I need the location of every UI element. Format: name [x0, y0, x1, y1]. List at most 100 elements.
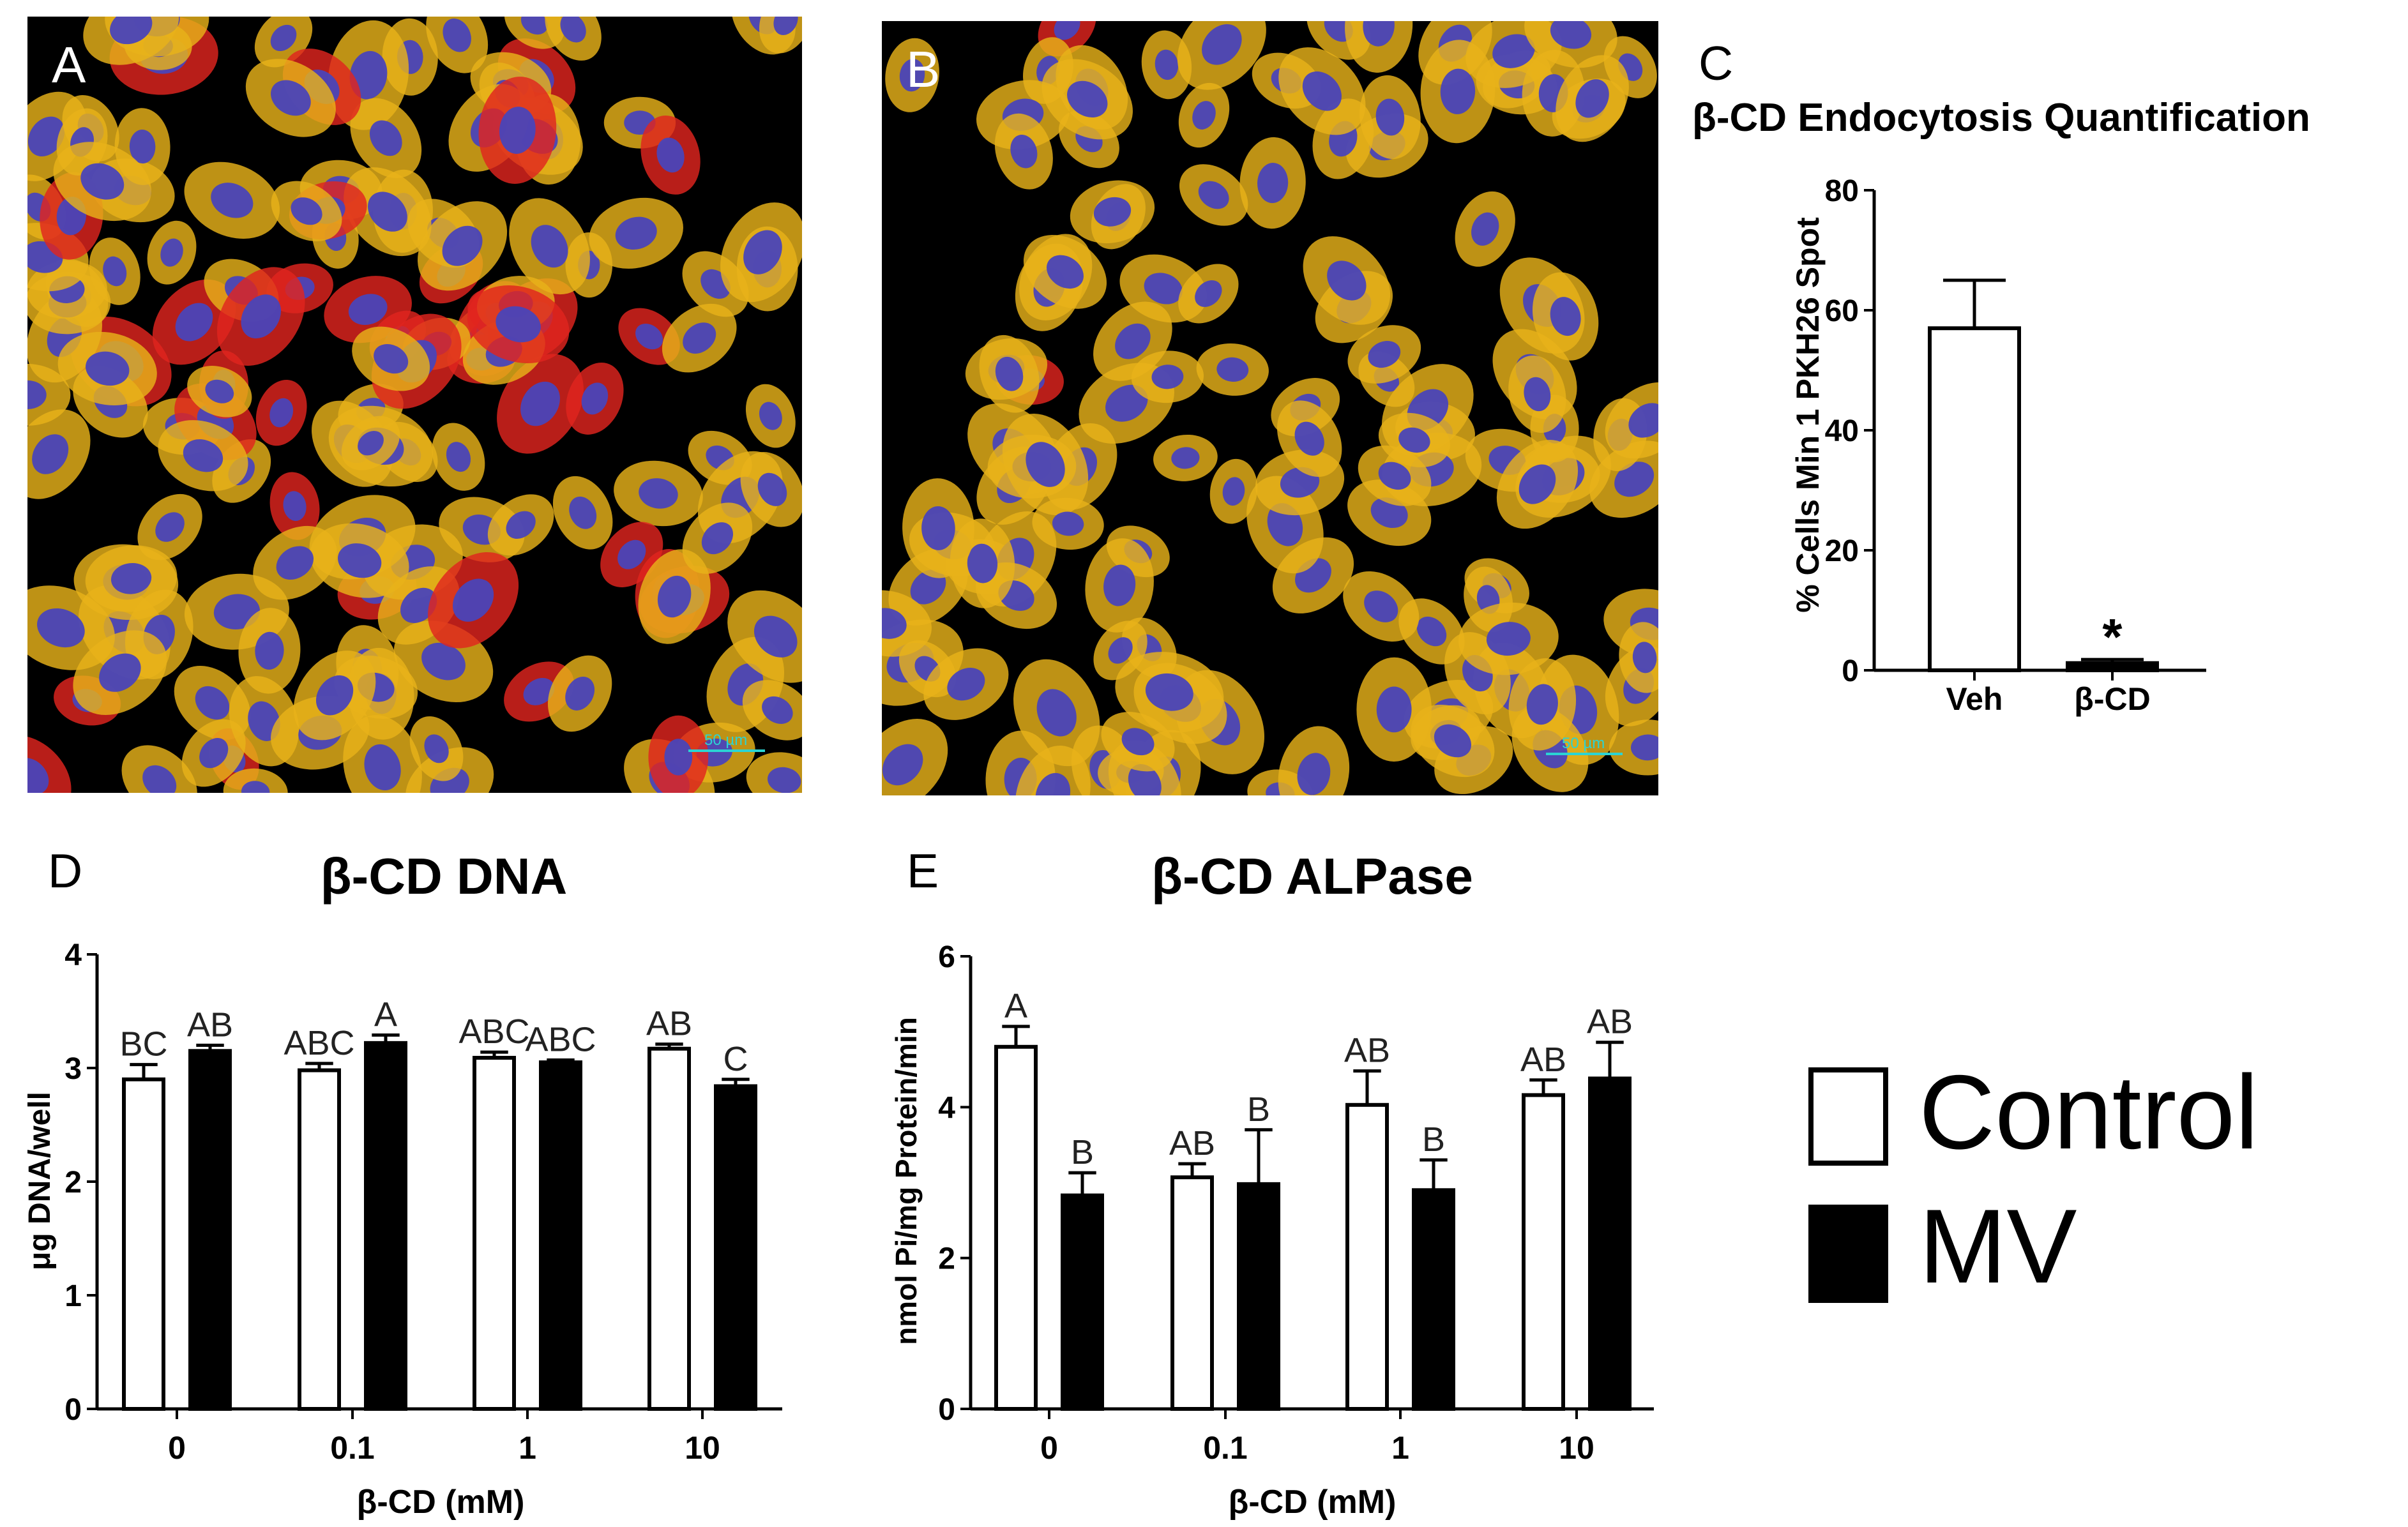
cell	[341, 416, 400, 470]
x-tick-label: 1	[1391, 1430, 1409, 1466]
cell	[1131, 350, 1204, 403]
scale-bar-b	[1546, 753, 1623, 755]
cell	[638, 549, 711, 644]
cell	[566, 362, 624, 435]
y-tick-label: 0	[1842, 654, 1859, 688]
cell	[1496, 439, 1579, 529]
cell	[271, 181, 342, 241]
cell	[1276, 400, 1342, 478]
cell	[614, 460, 703, 527]
chart-d-title: β-CD DNA	[321, 848, 568, 905]
cell	[589, 197, 683, 269]
y-tick-label: 80	[1825, 174, 1859, 208]
y-tick-label: 40	[1825, 414, 1859, 448]
group-letter-label: ABC	[458, 1012, 529, 1051]
x-tick-label: 10	[685, 1430, 720, 1466]
cell	[1032, 497, 1104, 550]
cell	[740, 452, 802, 527]
panel-d-dna-chart: D β-CD DNA μg DNA/well β-CD (mM) 0 1 2 3 4 BC…	[23, 844, 782, 1521]
cell	[216, 267, 305, 366]
bar	[1588, 1076, 1632, 1411]
bar	[188, 1049, 232, 1411]
cell	[1023, 235, 1107, 309]
cell	[27, 735, 72, 793]
legend-swatch-mv	[1808, 1205, 1888, 1303]
bar	[647, 1046, 691, 1411]
cell	[27, 409, 91, 499]
cell	[552, 476, 613, 550]
chart-d-ylabel: μg DNA/well	[23, 1092, 57, 1270]
legend-label-control: Control	[1919, 1053, 2259, 1171]
cell	[1196, 343, 1269, 396]
cell	[1278, 47, 1366, 135]
cell	[487, 494, 554, 556]
bar	[364, 1041, 407, 1411]
cell	[1524, 21, 1617, 68]
group-letter-label: AB	[187, 1005, 233, 1044]
bar	[1928, 326, 2021, 672]
cell	[1070, 180, 1155, 244]
cell	[344, 167, 432, 257]
cell	[478, 77, 557, 184]
bar	[1345, 1102, 1389, 1411]
x-tick-label: Veh	[1946, 681, 2003, 717]
cell	[902, 478, 974, 578]
cell	[1239, 137, 1306, 229]
y-tick-label: 60	[1825, 294, 1859, 328]
cell	[137, 493, 202, 560]
panel-letter-e: E	[907, 844, 939, 898]
cell	[648, 715, 709, 793]
cell	[57, 331, 157, 405]
chart-e-xlabel: β-CD (mM)	[1229, 1484, 1397, 1521]
bar	[539, 1060, 582, 1411]
cell	[1609, 719, 1658, 776]
cell	[746, 752, 802, 793]
cell	[1343, 571, 1420, 642]
micrograph-a-cells	[27, 17, 802, 793]
group-letter-label: ABC	[525, 1021, 596, 1059]
cell	[1178, 264, 1239, 324]
chart-c-title: β-CD Endocytosis Quantification	[1692, 96, 2310, 140]
group-letter-label: AB	[1344, 1032, 1390, 1070]
cell	[742, 680, 802, 741]
scale-bar-label-a: 50 µm	[704, 732, 748, 749]
cell	[223, 768, 288, 793]
legend-label-mv: MV	[1919, 1187, 2077, 1305]
group-letter-label: B	[1247, 1090, 1270, 1129]
x-tick-label: 0	[1040, 1430, 1058, 1466]
scale-bar-label-b: 50 µm	[1562, 735, 1605, 752]
cell	[1378, 412, 1450, 467]
chart-e-ylabel: nmol Pi/mg Protein/min	[890, 1017, 923, 1345]
cell	[1533, 272, 1599, 361]
cell	[324, 276, 412, 343]
cell	[545, 17, 602, 61]
bar	[298, 1068, 341, 1411]
y-tick-label: 4	[938, 1091, 955, 1125]
group-letter-label: AB	[646, 1005, 692, 1043]
group-letter-label: AB	[1587, 1003, 1633, 1041]
x-tick-label: 0.1	[1203, 1430, 1248, 1466]
cell	[417, 201, 508, 291]
cell	[1177, 21, 1266, 90]
y-tick-label: 3	[64, 1052, 82, 1086]
chart-d-xlabel: β-CD (mM)	[357, 1484, 525, 1521]
cell	[682, 502, 753, 574]
panel-letter-c: C	[1699, 36, 1733, 90]
cell	[409, 716, 464, 781]
cell	[121, 745, 197, 793]
legend-swatch-control	[1808, 1067, 1888, 1166]
cell	[1209, 458, 1258, 524]
group-letter-label: BC	[119, 1025, 167, 1064]
cell	[238, 608, 301, 694]
cell	[497, 354, 584, 454]
cell	[245, 59, 336, 137]
cell	[426, 17, 488, 73]
cell	[253, 525, 337, 600]
significance-label: *	[2102, 608, 2123, 665]
cell	[1605, 382, 1658, 459]
bar	[1412, 1188, 1455, 1411]
panel-c-endocytosis-chart: C β-CD Endocytosis Quantification % Cell…	[1692, 36, 2310, 717]
group-letter-label: A	[374, 995, 397, 1034]
cell	[1345, 21, 1413, 73]
